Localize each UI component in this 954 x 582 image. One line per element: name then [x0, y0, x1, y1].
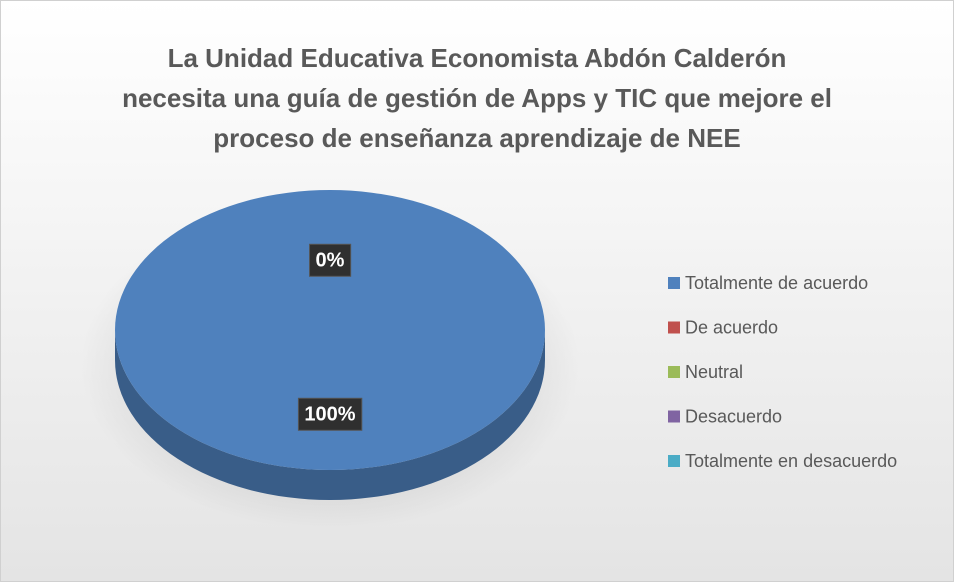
legend-swatch — [668, 455, 680, 467]
legend-label: De acuerdo — [685, 317, 778, 337]
chart-title: proceso de enseñanza aprendizaje de NEE — [213, 123, 740, 153]
legend-label: Neutral — [685, 362, 743, 382]
legend-swatch — [668, 321, 680, 334]
legend-label: Desacuerdo — [685, 406, 782, 426]
chart-title: La Unidad Educativa Economista Abdón Cal… — [168, 43, 787, 73]
data-label-box — [297, 397, 363, 431]
legend-label: Totalmente en desacuerdo — [685, 451, 897, 471]
legend-swatch — [668, 366, 680, 378]
data-label: 0% — [316, 249, 345, 271]
chart-title: necesita una guía de gestión de Apps y T… — [122, 83, 832, 113]
legend-swatch — [668, 277, 680, 289]
data-label-box — [309, 243, 352, 277]
slice — [115, 190, 545, 470]
legend-swatch — [668, 410, 680, 423]
data-label: 100% — [304, 403, 355, 425]
slice-side — [115, 330, 545, 500]
legend-label: Totalmente de acuerdo — [685, 273, 868, 293]
